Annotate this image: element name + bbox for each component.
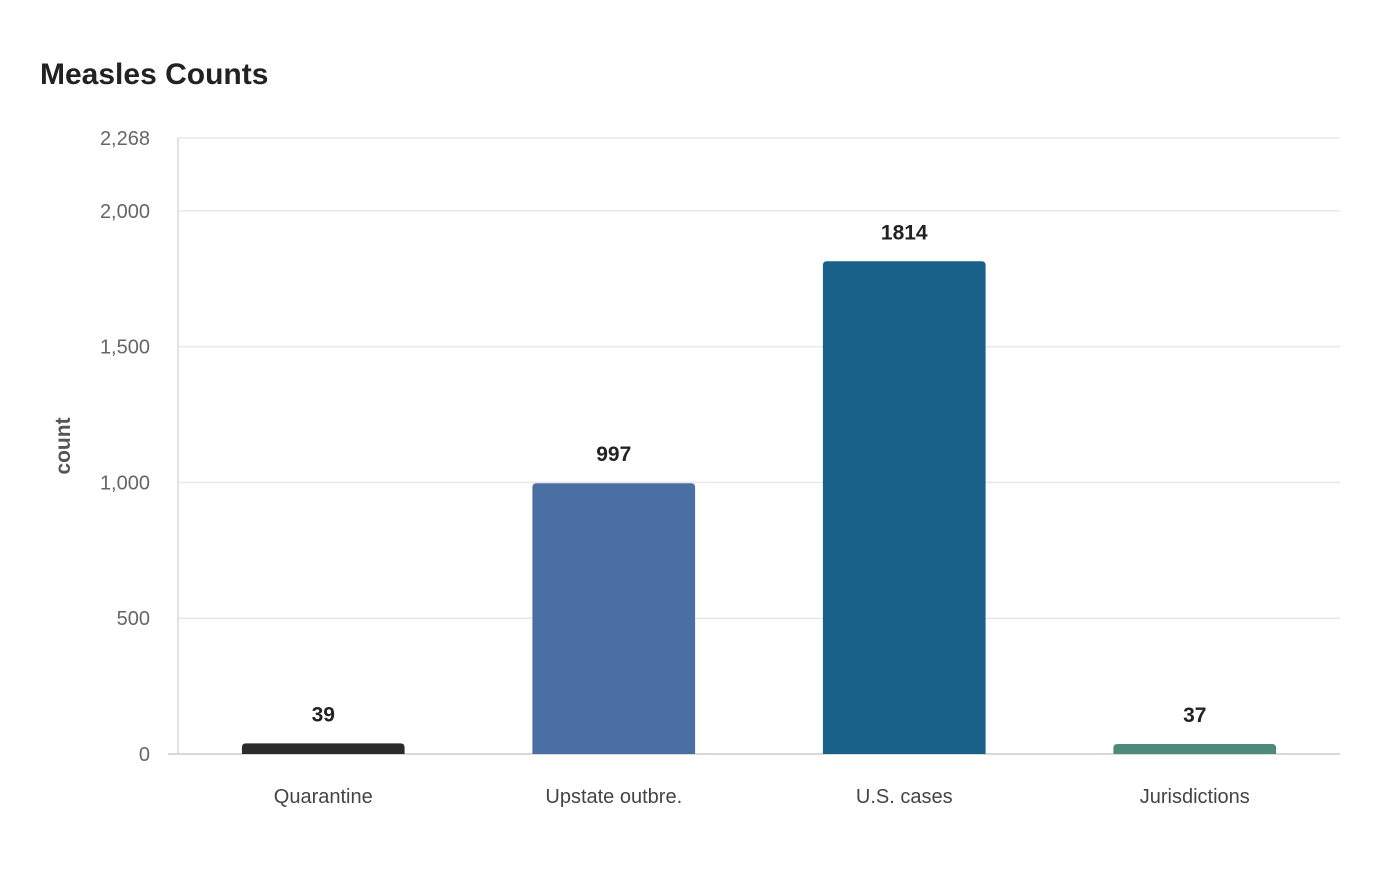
- bars: [241, 261, 1277, 754]
- chart-title: Measles Counts: [40, 58, 269, 91]
- y-axis-ticks: 0 500 1,000 1,500 2,000 2,268: [100, 128, 150, 766]
- gridlines: [178, 137, 1340, 619]
- bar-jurisdictions: [1113, 743, 1277, 754]
- bar-value-label: 39: [312, 703, 335, 726]
- y-tick-label: 2,268: [100, 128, 150, 150]
- y-tick-label: 1,500: [100, 337, 150, 359]
- y-tick-label: 1,000: [100, 472, 150, 494]
- bar-u-s-cases: [822, 261, 986, 754]
- bar-quarantine: [241, 743, 405, 754]
- y-tick-label: 0: [139, 744, 150, 766]
- x-tick-label: Jurisdictions: [1140, 786, 1250, 808]
- x-axis-ticks: Quarantine Upstate outbre. U.S. cases Juris…: [274, 786, 1250, 808]
- y-tick-label: 2,000: [100, 201, 150, 223]
- x-tick-label: Quarantine: [274, 786, 373, 808]
- bar-upstate-outbre: [532, 483, 696, 754]
- axes: [168, 138, 1340, 755]
- x-tick-label: U.S. cases: [856, 786, 953, 808]
- y-axis-title: count: [52, 417, 75, 474]
- value-labels: 39 997 1814 37: [312, 221, 1207, 727]
- bar-value-label: 1814: [881, 221, 928, 244]
- bar-value-label: 37: [1183, 704, 1206, 727]
- x-tick-label: Upstate outbre.: [545, 786, 682, 808]
- y-tick-label: 500: [117, 608, 150, 630]
- bar-value-label: 997: [596, 443, 631, 466]
